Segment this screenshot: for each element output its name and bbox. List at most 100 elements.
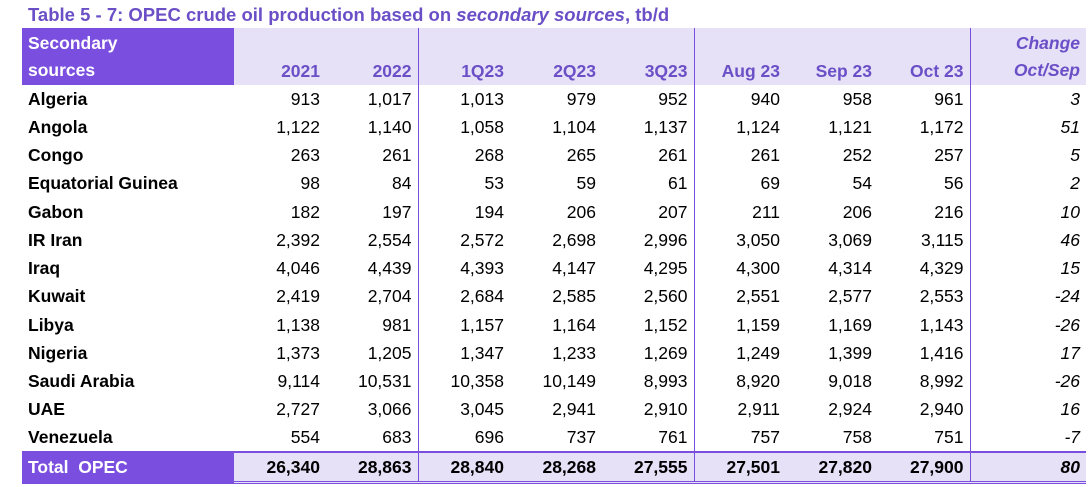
table-row: Kuwait 2,419 2,704 2,684 2,585 2,560 2,551 2,57… — [22, 282, 1086, 311]
value-cell: 1,122 — [276, 116, 320, 137]
change-cell: 5 — [1070, 145, 1080, 166]
value-cell: 2,419 — [276, 286, 320, 307]
value-cell: 206 — [566, 201, 596, 222]
value-cell: 3,115 — [878, 226, 971, 255]
value-cell: 2,392 — [276, 229, 320, 250]
value-cell: 1,138 — [276, 314, 320, 335]
country-name: Iraq — [28, 258, 61, 279]
change-cell: -7 — [1064, 427, 1080, 448]
change-cell: 10 — [1060, 201, 1080, 222]
change-cell: 2 — [1070, 173, 1080, 194]
value-cell: 1,416 — [878, 339, 971, 368]
country-name: IR Iran — [28, 229, 83, 250]
value-cell: 952 — [602, 85, 695, 114]
change-cell: 17 — [1060, 342, 1080, 363]
country-name: Venezuela — [28, 427, 113, 448]
value-cell: 981 — [326, 311, 419, 340]
total-change-cell: 80 — [970, 451, 1086, 485]
change-cell: -26 — [1054, 314, 1080, 335]
change-cell: 51 — [1060, 116, 1080, 137]
total-cell: 27,501 — [694, 451, 786, 485]
change-cell: 16 — [1060, 399, 1080, 420]
value-cell: 98 — [300, 173, 320, 194]
value-cell: 2,684 — [460, 286, 504, 307]
value-cell: 261 — [602, 141, 695, 170]
country-name: Algeria — [28, 88, 88, 109]
table-row: Congo 263 261 268 265 261 261 252 257 5 — [22, 141, 1086, 170]
value-cell: 197 — [326, 198, 419, 227]
total-label: Total OPEC — [22, 451, 234, 485]
value-cell: 2,704 — [326, 282, 419, 311]
header-col: Aug 23 — [694, 28, 786, 85]
value-cell: 84 — [326, 169, 419, 198]
value-cell: 4,046 — [276, 258, 320, 279]
country-name: Equatorial Guinea — [28, 173, 178, 194]
value-cell: 2,924 — [828, 399, 872, 420]
value-cell: 1,152 — [602, 311, 695, 340]
total-cell: 26,340 — [234, 451, 326, 485]
value-cell: 1,157 — [460, 314, 504, 335]
value-cell: 252 — [842, 145, 872, 166]
title-emphasis: secondary sources — [456, 4, 625, 25]
total-cell: 28,840 — [418, 451, 510, 485]
header-row: Secondary sources 2021 2022 1Q23 2Q23 3Q2… — [22, 28, 1086, 85]
value-cell: 8,992 — [878, 367, 971, 396]
country-name: Saudi Arabia — [28, 371, 135, 392]
value-cell: 182 — [290, 201, 320, 222]
total-cell: 28,863 — [326, 451, 419, 485]
value-cell: 1,143 — [878, 311, 971, 340]
value-cell: 2,910 — [602, 395, 695, 424]
value-cell: 757 — [750, 427, 780, 448]
value-cell: 2,727 — [276, 399, 320, 420]
value-cell: 1,347 — [460, 342, 504, 363]
header-col: 3Q23 — [602, 28, 695, 85]
header-col: Oct 23 — [878, 28, 971, 85]
table-title: Table 5 - 7: OPEC crude oil production b… — [28, 4, 670, 25]
value-cell: 958 — [842, 88, 872, 109]
value-cell: 268 — [474, 145, 504, 166]
value-cell: 10,531 — [326, 367, 419, 396]
value-cell: 1,172 — [878, 113, 971, 142]
value-cell: 59 — [576, 173, 596, 194]
country-name: Nigeria — [28, 342, 88, 363]
value-cell: 10,358 — [450, 371, 504, 392]
table-row: Algeria 913 1,017 1,013 979 952 940 958 961 3 — [22, 85, 1086, 114]
value-cell: 3,045 — [460, 399, 504, 420]
value-cell: 683 — [326, 424, 419, 453]
value-cell: 2,996 — [602, 226, 695, 255]
value-cell: 261 — [750, 145, 780, 166]
header-col: 2022 — [326, 28, 419, 85]
value-cell: 758 — [842, 427, 872, 448]
value-cell: 940 — [750, 88, 780, 109]
value-cell: 1,121 — [828, 116, 872, 137]
value-cell: 979 — [566, 88, 596, 109]
value-cell: 1,104 — [552, 116, 596, 137]
table-row: Angola 1,122 1,140 1,058 1,104 1,137 1,124 1,12… — [22, 113, 1086, 142]
opec-production-table: Secondary sources 2021 2022 1Q23 2Q23 3Q2… — [22, 28, 1086, 485]
country-name: Libya — [28, 314, 74, 335]
value-cell: 261 — [326, 141, 419, 170]
value-cell: 1,013 — [460, 88, 504, 109]
change-cell: 46 — [1060, 229, 1080, 250]
table-row: UAE 2,727 3,066 3,045 2,941 2,910 2,911 2,924 2,… — [22, 395, 1086, 424]
table-row: Iraq 4,046 4,439 4,393 4,147 4,295 4,300 4,314 4… — [22, 254, 1086, 283]
value-cell: 913 — [290, 88, 320, 109]
value-cell: 2,553 — [878, 282, 971, 311]
value-cell: 1,399 — [828, 342, 872, 363]
value-cell: 54 — [852, 173, 872, 194]
value-cell: 737 — [566, 427, 596, 448]
value-cell: 10,149 — [542, 371, 596, 392]
value-cell: 4,439 — [326, 254, 419, 283]
value-cell: 2,554 — [326, 226, 419, 255]
value-cell: 2,941 — [552, 399, 596, 420]
value-cell: 3,066 — [326, 395, 419, 424]
value-cell: 1,140 — [326, 113, 419, 142]
value-cell: 4,314 — [828, 258, 872, 279]
header-secondary-sources: Secondary sources — [22, 28, 234, 85]
change-cell: -26 — [1054, 371, 1080, 392]
value-cell: 9,018 — [828, 371, 872, 392]
value-cell: 8,993 — [602, 367, 695, 396]
value-cell: 4,393 — [460, 258, 504, 279]
total-cell: 27,900 — [878, 451, 971, 485]
total-row: Total OPEC 26,340 28,863 28,840 28,268 2… — [22, 451, 1086, 485]
